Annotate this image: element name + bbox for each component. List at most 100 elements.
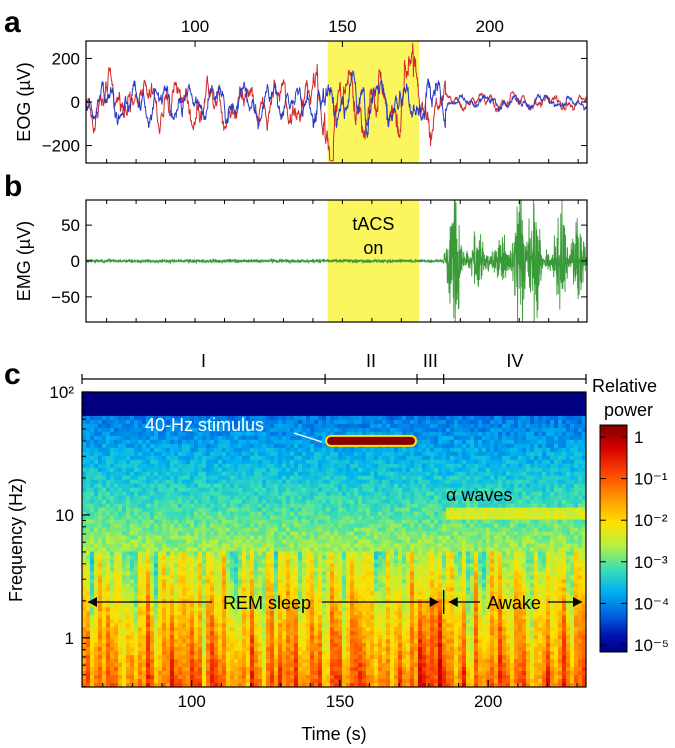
spectrogram-cell xyxy=(310,519,315,525)
spectrogram-cell xyxy=(230,659,235,664)
spectrogram-cell xyxy=(146,531,151,537)
spectrogram-cell xyxy=(226,511,231,517)
spectrogram-cell xyxy=(314,439,319,445)
spectrogram-cell xyxy=(314,583,319,588)
spectrogram-cell xyxy=(314,491,319,497)
spectrogram-cell xyxy=(314,499,319,505)
spectrogram-cell xyxy=(90,399,95,405)
spectrogram-cell xyxy=(178,439,183,445)
spectrogram-cell xyxy=(214,667,219,672)
spectrogram-cell xyxy=(258,631,263,636)
spectrogram-cell xyxy=(90,635,95,640)
spectrogram-cell xyxy=(82,487,87,493)
spectrogram-cell xyxy=(330,671,335,676)
spectrogram-cell xyxy=(302,675,307,680)
spectrogram-cell xyxy=(122,403,127,409)
spectrogram-cell xyxy=(326,487,331,493)
spectrogram-cell xyxy=(178,591,183,596)
spectrogram-cell xyxy=(130,503,135,509)
spectrogram-cell xyxy=(338,651,343,656)
spectrogram-cell xyxy=(186,607,191,612)
spectrogram-cell xyxy=(322,463,327,469)
spectrogram-cell xyxy=(162,495,167,501)
spectrogram-cell xyxy=(238,627,243,632)
spectrogram-cell xyxy=(274,667,279,672)
spectrogram-cell xyxy=(270,567,275,572)
spectrogram-cell xyxy=(130,655,135,660)
spectrogram-cell xyxy=(150,419,155,425)
spectrogram-cell xyxy=(206,623,211,628)
spectrogram-cell xyxy=(238,427,243,433)
spectrogram-cell xyxy=(226,507,231,513)
spectrogram-cell xyxy=(318,399,323,405)
spectrogram-cell xyxy=(298,683,303,687)
spectrogram-cell xyxy=(186,591,191,596)
spectrogram-cell xyxy=(162,515,167,521)
spectrogram-cell xyxy=(282,527,287,533)
spectrogram-cell xyxy=(110,607,115,612)
spectrogram-cell xyxy=(118,431,123,437)
spectrogram-cell xyxy=(150,679,155,684)
spectrogram-cell xyxy=(306,619,311,624)
spectrogram-cell xyxy=(194,439,199,445)
spectrogram-cell xyxy=(310,631,315,636)
spectrogram-cell xyxy=(142,499,147,505)
spectrogram-cell xyxy=(254,543,259,549)
spectrogram-cell xyxy=(338,427,343,433)
spectrogram-cell xyxy=(318,499,323,505)
spectrogram-cell xyxy=(226,399,231,405)
spectrogram-cell xyxy=(98,455,103,461)
spectrogram-cell xyxy=(146,419,151,425)
spectrogram-cell xyxy=(174,511,179,517)
spectrogram-cell xyxy=(234,439,239,445)
spectrogram-cell xyxy=(234,427,239,433)
spectrogram-cell xyxy=(314,539,319,545)
spectrogram-cell xyxy=(262,667,267,672)
spectrogram-cell xyxy=(338,463,343,469)
spectrogram-cell xyxy=(94,463,99,469)
spectrogram-cell xyxy=(254,619,259,624)
spectrogram-cell xyxy=(198,583,203,588)
spectrogram-cell xyxy=(106,423,111,429)
spectrogram-cell xyxy=(134,503,139,509)
spectrogram-cell xyxy=(182,515,187,521)
spectrogram-cell xyxy=(294,435,299,441)
spectrogram-cell xyxy=(330,427,335,433)
spectrogram-cell xyxy=(246,395,251,401)
spectrogram-cell xyxy=(134,667,139,672)
spectrogram-cell xyxy=(294,671,299,676)
spectrogram-cell xyxy=(122,631,127,636)
spectrogram-cell xyxy=(102,463,107,469)
spectrogram-cell xyxy=(206,551,211,557)
spectrogram-cell xyxy=(206,511,211,517)
spectrogram-cell xyxy=(82,643,87,648)
spectrogram-cell xyxy=(282,419,287,425)
spectrogram-cell xyxy=(142,411,147,417)
spectrogram-cell xyxy=(138,495,143,501)
spectrogram-cell xyxy=(222,427,227,433)
spectrogram-cell xyxy=(306,535,311,541)
spectrogram-cell xyxy=(254,423,259,429)
spectrogram-cell xyxy=(298,635,303,640)
spectrogram-cell xyxy=(178,395,183,401)
spectrogram-cell xyxy=(222,407,227,413)
spectrogram-cell xyxy=(270,679,275,684)
spectrogram-cell xyxy=(138,543,143,549)
spectrogram-cell xyxy=(134,495,139,501)
spectrogram-cell xyxy=(162,647,167,652)
spectrogram-cell xyxy=(330,447,335,453)
spectrogram-cell xyxy=(202,471,207,477)
spectrogram-cell xyxy=(250,491,255,497)
spectrogram-cell xyxy=(142,511,147,517)
spectrogram-cell xyxy=(106,555,111,561)
spectrogram-cell xyxy=(246,595,251,600)
spectrogram-cell xyxy=(262,603,267,608)
spectrogram-cell xyxy=(302,679,307,684)
spectrogram-cell xyxy=(242,607,247,612)
spectrogram-cell xyxy=(134,487,139,493)
spectrogram-cell xyxy=(218,419,223,425)
spectrogram-cell xyxy=(318,423,323,429)
spectrogram-cell xyxy=(330,403,335,409)
spectrogram-cell xyxy=(258,595,263,600)
spectrogram-cell xyxy=(130,415,135,421)
